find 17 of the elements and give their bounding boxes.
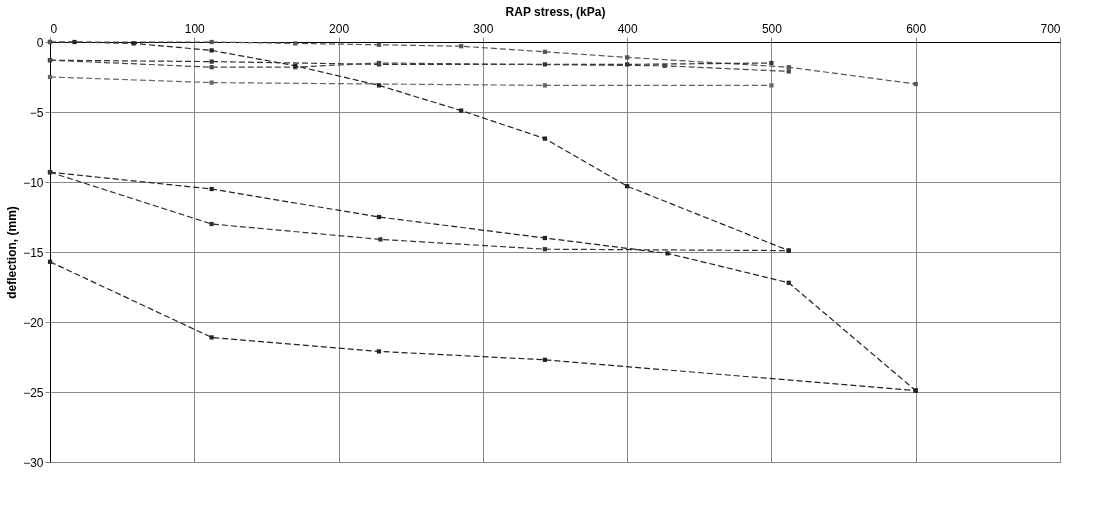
y-tick-label: −5: [29, 105, 44, 120]
y-tick-label: −30: [23, 455, 44, 470]
x-tick-label: 200: [329, 21, 350, 36]
x-tick-label: 100: [184, 21, 206, 36]
y-tick-label: −10: [23, 175, 44, 190]
y-tick-label: −25: [23, 385, 44, 400]
x-axis-title: RAP stress, (kPa): [505, 4, 606, 19]
x-tick-label: 600: [906, 21, 927, 36]
y-tick-label: −15: [23, 245, 44, 260]
x-tick-label: 400: [617, 21, 638, 36]
x-tick-label: 0: [50, 21, 58, 36]
y-tick-label: −20: [23, 315, 44, 330]
x-tick-label: 300: [473, 21, 494, 36]
y-axis-title: deflection, (mm): [5, 206, 20, 299]
x-tick-label: 700: [1040, 21, 1061, 36]
x-tick-label: 500: [761, 21, 783, 36]
y-tick-label: 0: [36, 35, 44, 50]
